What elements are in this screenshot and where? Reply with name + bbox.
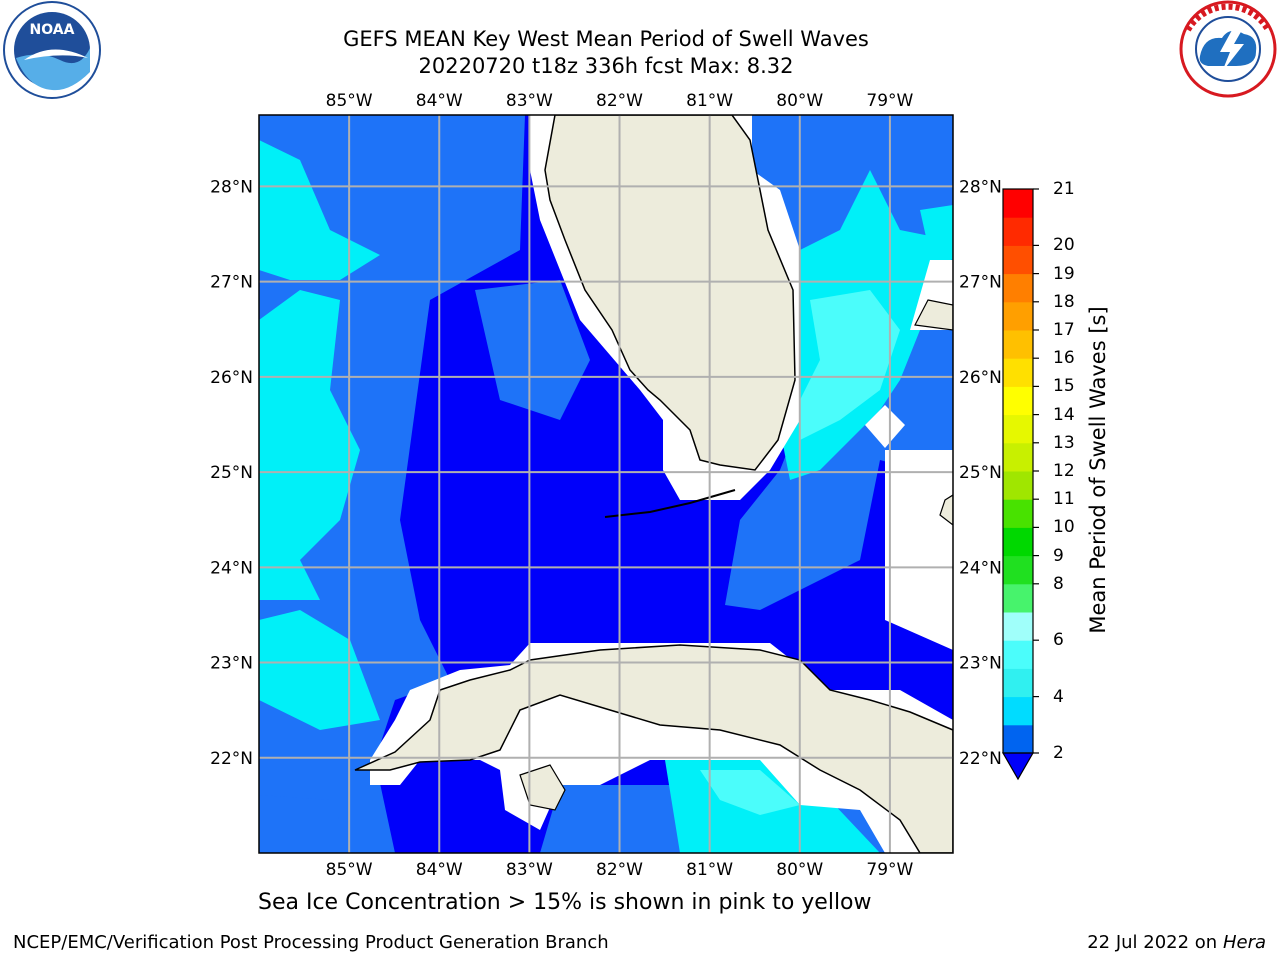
lon-label-top: 80°W bbox=[776, 91, 823, 111]
colorbar-tick-label: 11 bbox=[1053, 489, 1075, 510]
florida-land bbox=[544, 115, 796, 471]
colorbar-swatch bbox=[1003, 273, 1033, 303]
colorbar-swatch bbox=[1003, 583, 1033, 613]
florida-keys bbox=[604, 489, 736, 518]
colorbar-tick-label: 8 bbox=[1053, 573, 1064, 594]
credit-host: Hera bbox=[1222, 932, 1266, 953]
noaa-logo-text: NOAA bbox=[30, 22, 75, 38]
colorbar-under-arrow bbox=[1001, 752, 1035, 781]
lat-label-left: 27°N bbox=[210, 273, 253, 293]
lon-label-bottom: 83°W bbox=[506, 860, 553, 880]
lat-label-left: 24°N bbox=[210, 558, 253, 578]
missing-data-region bbox=[865, 405, 905, 448]
colorbar-swatch bbox=[1003, 217, 1033, 246]
colorbar-tick-label: 10 bbox=[1053, 517, 1075, 538]
colorbar-tick-label: 6 bbox=[1053, 630, 1064, 651]
lon-label-bottom: 81°W bbox=[686, 860, 733, 880]
colorbar-tick-label: 13 bbox=[1053, 432, 1075, 453]
lon-label-top: 84°W bbox=[416, 91, 463, 111]
lon-label-bottom: 79°W bbox=[866, 860, 913, 880]
colorbar-swatch bbox=[1003, 386, 1033, 416]
credit-right: 22 Jul 2022 on Hera bbox=[1087, 932, 1266, 953]
graticule bbox=[259, 115, 953, 853]
colorbar bbox=[1001, 188, 1039, 781]
colorbar-swatch bbox=[1003, 527, 1033, 557]
credit-date: 22 Jul 2022 on bbox=[1087, 932, 1223, 953]
colorbar-swatch bbox=[1003, 189, 1033, 218]
swell-band-2-4s bbox=[475, 280, 590, 420]
missing-data-region bbox=[885, 450, 953, 650]
colorbar-tick-label: 15 bbox=[1053, 376, 1075, 397]
lon-label-bottom: 80°W bbox=[776, 860, 823, 880]
swell-band-6-8s bbox=[800, 290, 900, 440]
map-area bbox=[259, 115, 953, 853]
lat-label-right: 22°N bbox=[959, 749, 1002, 769]
colorbar-tick-label: 4 bbox=[1053, 686, 1064, 707]
sea-ice-note: Sea Ice Concentration > 15% is shown in … bbox=[258, 890, 872, 915]
noaa-logo: NOAA bbox=[3, 1, 101, 99]
lat-label-left: 23°N bbox=[210, 654, 253, 674]
cuba-land bbox=[354, 644, 953, 853]
lat-label-right: 24°N bbox=[959, 558, 1002, 578]
map-subtitle: 20220720 t18z 336h fcst Max: 8.32 bbox=[418, 54, 794, 78]
lon-label-top: 85°W bbox=[326, 91, 373, 111]
colorbar-swatch bbox=[1003, 499, 1033, 528]
lon-label-top: 82°W bbox=[596, 91, 643, 111]
colorbar-tick-label: 12 bbox=[1053, 461, 1075, 481]
colorbar-swatch bbox=[1003, 358, 1033, 387]
lat-label-left: 25°N bbox=[210, 463, 253, 483]
swell-band-4-6s bbox=[920, 205, 953, 260]
colorbar-swatch bbox=[1003, 555, 1033, 585]
lat-label-right: 23°N bbox=[959, 654, 1002, 674]
colorbar-swatch bbox=[1003, 471, 1033, 500]
credit-left: NCEP/EMC/Verification Post Processing Pr… bbox=[13, 932, 609, 953]
colorbar-swatch bbox=[1003, 442, 1033, 472]
colorbar-swatch bbox=[1003, 640, 1033, 669]
lon-label-top: 79°W bbox=[866, 91, 913, 111]
colorbar-tick-label: 14 bbox=[1053, 404, 1075, 425]
colorbar-swatch bbox=[1003, 612, 1033, 641]
colorbar-swatch bbox=[1003, 668, 1033, 698]
map-title: GEFS MEAN Key West Mean Period of Swell … bbox=[343, 27, 869, 51]
bahamas-land bbox=[914, 299, 953, 331]
lat-label-left: 22°N bbox=[210, 749, 253, 769]
colorbar-tick-label: 2 bbox=[1053, 743, 1064, 763]
colorbar-label: Mean Period of Swell Waves [s] bbox=[1086, 306, 1110, 634]
map-frame bbox=[258, 114, 954, 854]
colorbar-swatch bbox=[1003, 724, 1033, 754]
swell-band-2-4s bbox=[259, 795, 355, 853]
nws-logo bbox=[1179, 0, 1277, 98]
colorbar-swatch bbox=[1003, 696, 1033, 726]
lon-label-bottom: 85°W bbox=[326, 860, 373, 880]
lon-label-top: 83°W bbox=[506, 91, 553, 111]
lat-label-right: 28°N bbox=[959, 177, 1002, 197]
lat-label-right: 27°N bbox=[959, 273, 1002, 293]
lon-label-top: 81°W bbox=[686, 91, 733, 111]
andros-land bbox=[939, 494, 953, 526]
colorbar-tick-label: 19 bbox=[1053, 263, 1075, 284]
colorbar-tick-label: 9 bbox=[1053, 545, 1064, 566]
lon-label-bottom: 84°W bbox=[416, 860, 463, 880]
swell-band-4-6s bbox=[259, 290, 360, 600]
lat-label-left: 26°N bbox=[210, 368, 253, 388]
colorbar-tick-label: 16 bbox=[1053, 348, 1075, 369]
colorbar-swatch bbox=[1003, 330, 1033, 359]
colorbar-tick-label: 21 bbox=[1053, 179, 1075, 199]
lat-label-right: 25°N bbox=[959, 463, 1002, 483]
colorbar-swatch bbox=[1003, 301, 1033, 331]
colorbar-tick-label: 18 bbox=[1053, 291, 1075, 312]
colorbar-swatch bbox=[1003, 245, 1033, 275]
lat-label-left: 28°N bbox=[210, 177, 253, 197]
lon-label-bottom: 82°W bbox=[596, 860, 643, 880]
axis-labels: 85°W 85°W 84°W 84°W 83°W 83°W 82°W 82°W 81°W 81°W… bbox=[210, 91, 1002, 880]
lat-label-right: 26°N bbox=[959, 368, 1002, 388]
colorbar-swatch bbox=[1003, 414, 1033, 444]
colorbar-tick-label: 17 bbox=[1053, 320, 1075, 340]
swell-band-6-8s bbox=[700, 770, 800, 815]
isla-juventud-land bbox=[519, 764, 566, 811]
colorbar-tick-label: 20 bbox=[1053, 235, 1075, 256]
